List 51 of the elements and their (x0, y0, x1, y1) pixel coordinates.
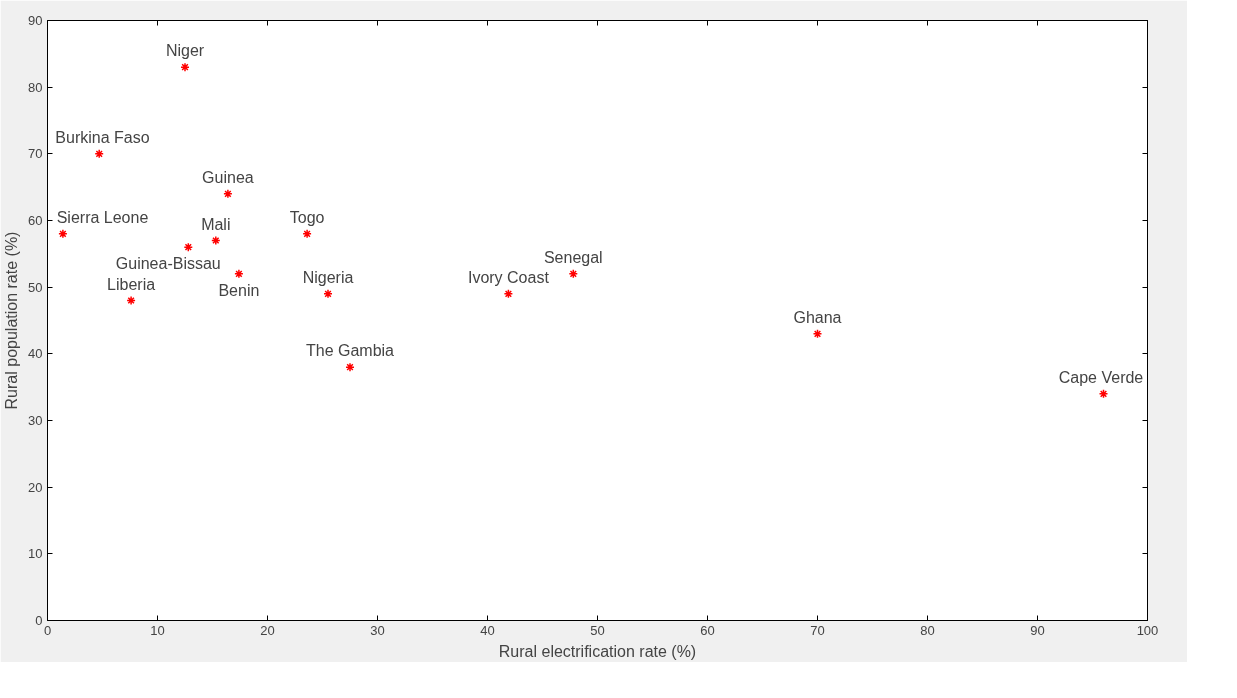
y-tick-label: 90 (28, 13, 43, 28)
y-tick-label: 10 (28, 546, 43, 562)
annotation: Liberia (107, 275, 156, 293)
point (183, 242, 194, 252)
annotation: Senegal (543, 248, 603, 266)
y-tick-label: 60 (28, 213, 43, 228)
annotation: Burkina Faso (55, 128, 150, 146)
x-tick-label: 40 (480, 622, 495, 638)
x-axis-title: Rural electrification rate (%) (498, 642, 697, 660)
point (126, 295, 136, 306)
point (223, 189, 233, 199)
x-tick-label: 90 (1030, 622, 1045, 638)
point (345, 362, 355, 372)
annotation: Ghana (793, 308, 842, 326)
point (234, 269, 244, 279)
point (503, 289, 514, 299)
y-axis-title: Rural population rate (%) (3, 231, 21, 410)
x-tick-label: 20 (260, 622, 275, 638)
point (1098, 389, 1109, 399)
y-tick-label: 40 (28, 346, 43, 362)
annotation: Nigeria (302, 268, 354, 286)
annotation: Guinea-Bissau (115, 255, 221, 273)
point (94, 149, 104, 159)
x-tick-label: 50 (590, 622, 605, 638)
x-tick-label: 100 (1136, 622, 1159, 638)
y-tick-label: 80 (28, 79, 43, 95)
annotation: Sierra Leone (56, 208, 149, 226)
y-tick-label: 50 (28, 279, 43, 295)
x-tick-label: 10 (150, 622, 165, 638)
x-tick-label: 80 (920, 622, 935, 638)
annotation: Cape Verde (1058, 368, 1144, 386)
y-tick-label: 30 (28, 413, 43, 428)
point (58, 229, 68, 239)
point (180, 62, 190, 72)
point (323, 289, 333, 299)
annotation: The Gambia (305, 342, 395, 360)
point (302, 229, 312, 239)
annotation: Togo (289, 208, 325, 226)
annotation: Guinea (202, 168, 254, 186)
annotation: Mali (201, 215, 231, 233)
point (568, 269, 579, 279)
y-tick-label: 20 (28, 479, 43, 495)
point (211, 235, 221, 246)
x-tick-label: 60 (700, 622, 715, 638)
annotation: Ivory Coast (467, 268, 550, 286)
annotation: Niger (165, 42, 205, 60)
x-tick-label: 70 (810, 622, 825, 638)
y-tick-label: 70 (28, 146, 43, 162)
annotation: Benin (218, 281, 260, 299)
point (812, 329, 823, 339)
x-tick-label: 30 (370, 622, 385, 638)
